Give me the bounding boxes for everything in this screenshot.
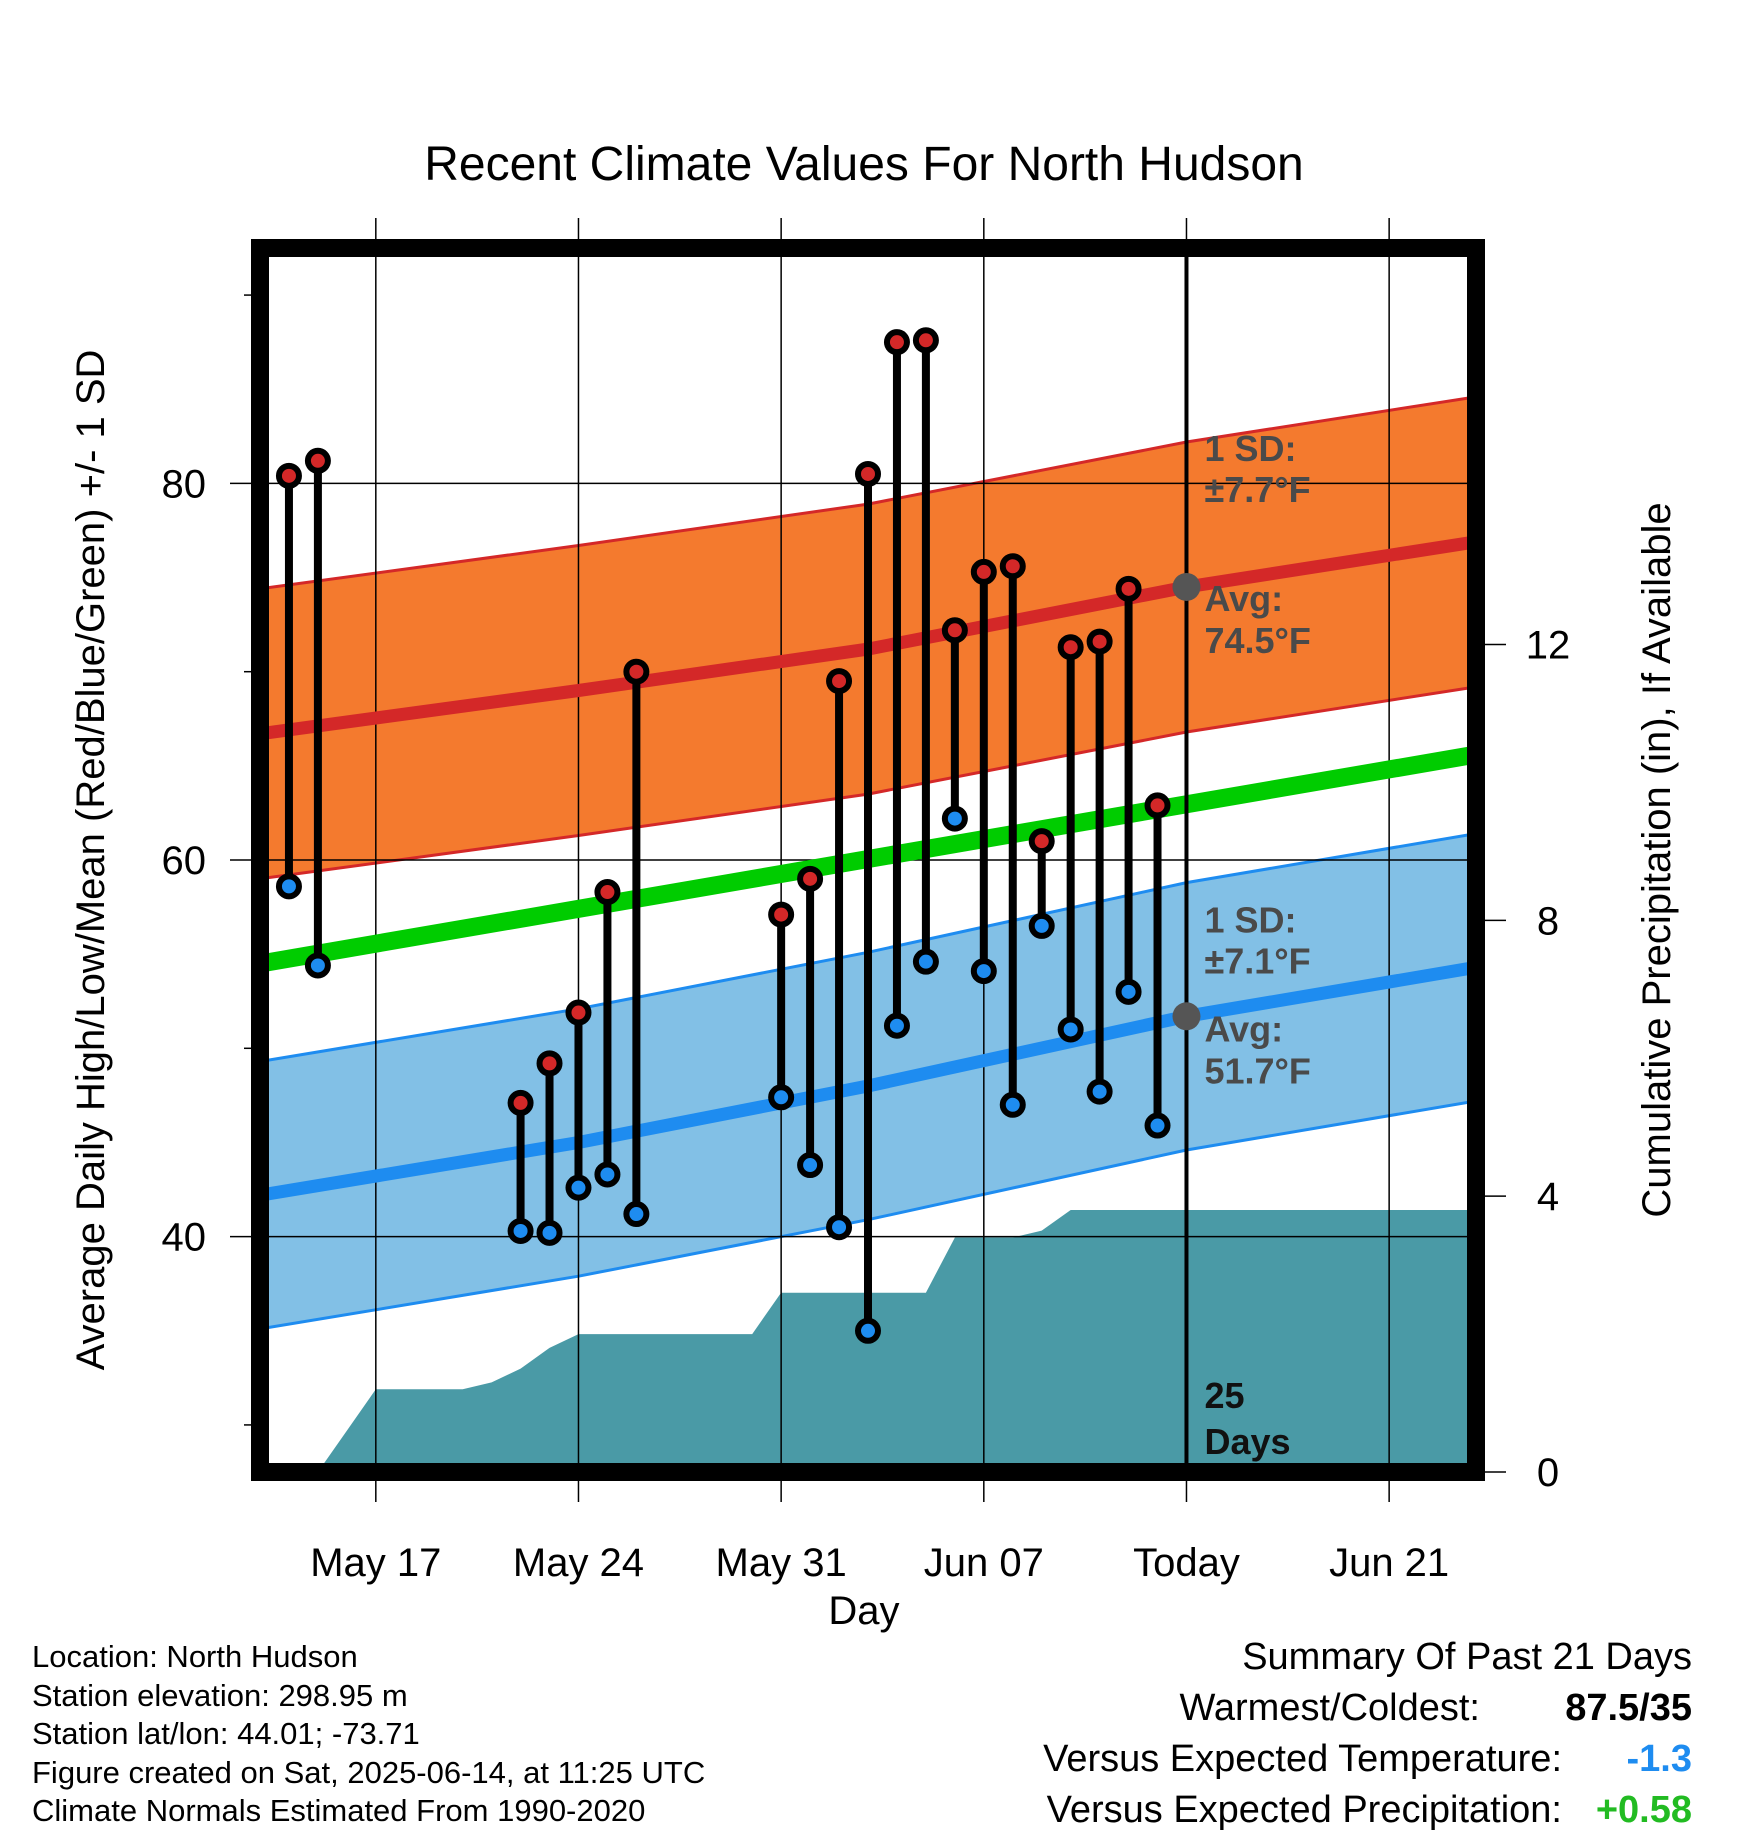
y-tick-label: 40 (162, 1216, 207, 1260)
temp-label: Versus Expected Temperature: (1043, 1738, 1562, 1780)
daily-low-point (594, 1161, 621, 1188)
daily-low-point (1028, 912, 1055, 939)
x-tick-label-5: Jun 21 (1329, 1541, 1449, 1585)
daily-low-point (275, 873, 302, 900)
daily-high-point (797, 865, 824, 892)
warm-cold-row: Warmest/Coldest: 87.5/35 (1043, 1683, 1692, 1734)
daily-low-point (970, 958, 997, 985)
y2-axis-label: Cumulative Precipitation (in), If Availa… (1635, 502, 1679, 1217)
daily-high-point (999, 553, 1026, 580)
y2-tick-label-3: 12 (1526, 624, 1571, 668)
daily-low-point (797, 1152, 824, 1179)
daily-low-point (941, 805, 968, 832)
daily-low-point (565, 1174, 592, 1201)
daily-high-point (507, 1089, 534, 1116)
precip-label: Versus Expected Precipitation: (1046, 1789, 1562, 1831)
y2-tick-label-1: 4 (1537, 1175, 1559, 1219)
y-tick-label: 80 (162, 462, 207, 506)
today-days-number: 25 (1204, 1375, 1244, 1416)
elevation-text: Station elevation: 298.95 m (32, 1677, 408, 1713)
y2-tick-label-0: 0 (1537, 1451, 1559, 1495)
y2-tick-label-2: 8 (1537, 899, 1559, 943)
latlon-text: Station lat/lon: 44.01; -73.71 (32, 1716, 420, 1751)
precip-row: Versus Expected Precipitation: +0.58 (1043, 1785, 1692, 1836)
warm-cold-value: 87.5/35 (1565, 1687, 1692, 1729)
daily-high-point (594, 879, 621, 906)
daily-low-point (883, 1012, 910, 1039)
x-tick-label-4: Today (1133, 1541, 1240, 1585)
high-sd-label: 1 SD: (1204, 428, 1296, 469)
temp-row: Versus Expected Temperature: -1.3 (1043, 1734, 1692, 1785)
created-text: Figure created on Sat, 2025-06-14, at 11… (32, 1754, 706, 1790)
daily-high-point (536, 1050, 563, 1077)
x-axis-label: Day (828, 1589, 899, 1633)
x-tick-label-3: Jun 07 (924, 1541, 1044, 1585)
high-sd-value: ±7.7°F (1204, 469, 1310, 510)
daily-high-point (1144, 792, 1171, 819)
low-sd-value: ±7.1°F (1204, 941, 1310, 982)
x-tick-label-2: May 31 (716, 1541, 847, 1585)
daily-high-point (826, 668, 853, 695)
warm-cold-label: Warmest/Coldest: (1179, 1687, 1480, 1729)
daily-high-point (970, 558, 997, 585)
today-low-avg-marker (1172, 1002, 1201, 1031)
temp-value: -1.3 (1626, 1738, 1692, 1780)
daily-high-point (565, 999, 592, 1026)
daily-high-point (1057, 634, 1084, 661)
x-tick-label-0: May 17 (310, 1541, 441, 1585)
daily-low-point (1144, 1112, 1171, 1139)
chart-title: Recent Climate Values For North Hudson (424, 138, 1304, 191)
daily-high-point (941, 617, 968, 644)
today-days-word: Days (1204, 1421, 1290, 1462)
daily-low-point (507, 1217, 534, 1244)
daily-high-point (855, 460, 881, 487)
low-sd-label: 1 SD: (1204, 900, 1296, 941)
y-tick-label: 60 (162, 839, 207, 883)
daily-high-point (275, 462, 302, 489)
daily-high-point (768, 901, 795, 928)
summary-heading: Summary Of Past 21 Days (1242, 1636, 1692, 1678)
daily-low-point (1057, 1016, 1084, 1043)
daily-high-point (1115, 575, 1142, 602)
daily-high-point (304, 447, 331, 474)
low-avg-value: 51.7°F (1204, 1050, 1310, 1091)
daily-high-point (883, 329, 910, 356)
daily-low-point (623, 1201, 650, 1228)
daily-low-point (826, 1214, 853, 1241)
summary-panel: Summary Of Past 21 Days Warmest/Coldest:… (1043, 1632, 1692, 1836)
daily-low-point (1086, 1078, 1113, 1105)
daily-low-point (304, 952, 331, 979)
daily-high-point (623, 658, 650, 685)
y-axis-label: Average Daily High/Low/Mean (Red/Blue/Gr… (69, 350, 113, 1371)
daily-high-point (1028, 828, 1055, 855)
normals-text: Climate Normals Estimated From 1990-2020 (32, 1793, 646, 1828)
daily-low-point (912, 948, 939, 975)
high-avg-value: 74.5°F (1204, 620, 1310, 661)
daily-low-point (768, 1084, 795, 1111)
high-avg-label: Avg: (1204, 578, 1283, 619)
daily-low-point (855, 1317, 881, 1344)
daily-high-point (1086, 628, 1113, 655)
low-avg-label: Avg: (1204, 1008, 1283, 1049)
daily-high-point (912, 327, 939, 354)
location-text: Location: North Hudson (32, 1639, 358, 1674)
plot-area (260, 248, 1476, 1472)
daily-low-point (536, 1219, 563, 1246)
station-info: Location: North Hudson Station elevation… (32, 1638, 705, 1831)
precip-value: +0.58 (1595, 1789, 1692, 1831)
today-high-avg-marker (1172, 572, 1201, 601)
daily-low-point (999, 1091, 1026, 1118)
x-tick-label-1: May 24 (513, 1541, 644, 1585)
precipitation-area (288, 1210, 1476, 1472)
daily-low-point (1115, 978, 1142, 1005)
